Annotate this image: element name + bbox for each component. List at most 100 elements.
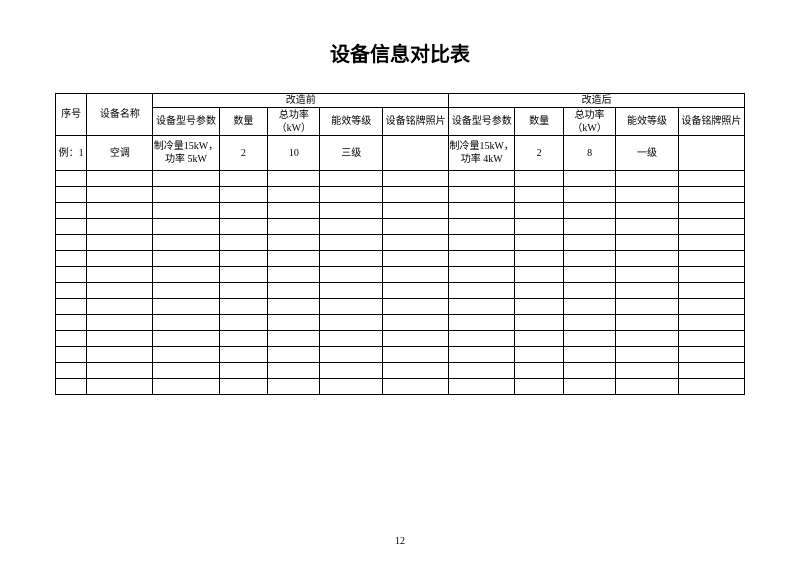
- header-row-2: 设备型号参数 数量 总功率（kW） 能效等级 设备铭牌照片 设备型号参数 数量 …: [56, 108, 745, 136]
- empty-cell: [515, 235, 564, 251]
- empty-cell: [56, 187, 87, 203]
- empty-cell: [563, 315, 615, 331]
- empty-cell: [87, 347, 153, 363]
- empty-cell: [678, 283, 744, 299]
- empty-cell: [678, 347, 744, 363]
- header-row-1: 序号 设备名称 改造前 改造后: [56, 94, 745, 108]
- empty-cell: [87, 251, 153, 267]
- empty-cell: [616, 363, 679, 379]
- cell-photo-after: [678, 136, 744, 171]
- empty-cell: [320, 251, 383, 267]
- col-power-after: 总功率（kW）: [563, 108, 615, 136]
- empty-cell: [320, 347, 383, 363]
- empty-cell: [153, 331, 219, 347]
- empty-cell: [87, 331, 153, 347]
- empty-cell: [153, 203, 219, 219]
- empty-cell: [219, 171, 268, 187]
- empty-cell: [56, 171, 87, 187]
- empty-cell: [219, 283, 268, 299]
- col-photo-after: 设备铭牌照片: [678, 108, 744, 136]
- empty-cell: [268, 203, 320, 219]
- empty-cell: [678, 171, 744, 187]
- empty-cell: [449, 315, 515, 331]
- empty-cell: [219, 331, 268, 347]
- empty-cell: [563, 347, 615, 363]
- table-row: [56, 379, 745, 395]
- empty-cell: [153, 299, 219, 315]
- empty-cell: [383, 283, 449, 299]
- empty-cell: [268, 331, 320, 347]
- empty-cell: [320, 315, 383, 331]
- empty-cell: [563, 187, 615, 203]
- comparison-table: 序号 设备名称 改造前 改造后 设备型号参数 数量 总功率（kW） 能效等级 设…: [55, 93, 745, 395]
- empty-cell: [616, 379, 679, 395]
- empty-cell: [320, 171, 383, 187]
- empty-cell: [383, 219, 449, 235]
- empty-cell: [616, 283, 679, 299]
- empty-cell: [678, 203, 744, 219]
- empty-cell: [383, 251, 449, 267]
- empty-cell: [56, 203, 87, 219]
- empty-cell: [268, 363, 320, 379]
- empty-cell: [449, 251, 515, 267]
- empty-cell: [56, 235, 87, 251]
- empty-cell: [153, 315, 219, 331]
- cell-spec-before: 制冷量15kW，功率 5kW: [153, 136, 219, 171]
- empty-cell: [56, 299, 87, 315]
- table-row: [56, 363, 745, 379]
- empty-cell: [678, 251, 744, 267]
- empty-cell: [87, 379, 153, 395]
- empty-cell: [678, 219, 744, 235]
- empty-cell: [678, 299, 744, 315]
- table-row: [56, 283, 745, 299]
- empty-cell: [563, 219, 615, 235]
- empty-cell: [515, 363, 564, 379]
- empty-cell: [268, 347, 320, 363]
- empty-cell: [153, 187, 219, 203]
- empty-cell: [563, 171, 615, 187]
- empty-cell: [87, 171, 153, 187]
- table-row: [56, 187, 745, 203]
- empty-cell: [383, 235, 449, 251]
- empty-cell: [616, 267, 679, 283]
- cell-eff-after: 一级: [616, 136, 679, 171]
- empty-cell: [219, 299, 268, 315]
- empty-cell: [219, 363, 268, 379]
- empty-cell: [219, 267, 268, 283]
- empty-cell: [268, 219, 320, 235]
- table-row: [56, 299, 745, 315]
- cell-power-after: 8: [563, 136, 615, 171]
- empty-cell: [383, 347, 449, 363]
- cell-qty-after: 2: [515, 136, 564, 171]
- page-title: 设备信息对比表: [55, 38, 745, 67]
- empty-cell: [515, 203, 564, 219]
- col-name: 设备名称: [87, 94, 153, 136]
- empty-cell: [515, 171, 564, 187]
- empty-cell: [383, 203, 449, 219]
- empty-cell: [320, 235, 383, 251]
- empty-cell: [449, 331, 515, 347]
- cell-power-before: 10: [268, 136, 320, 171]
- empty-cell: [383, 299, 449, 315]
- empty-cell: [563, 251, 615, 267]
- empty-cell: [153, 379, 219, 395]
- empty-cell: [515, 251, 564, 267]
- empty-cell: [320, 187, 383, 203]
- empty-cell: [678, 187, 744, 203]
- empty-cell: [616, 315, 679, 331]
- empty-cell: [515, 315, 564, 331]
- empty-cell: [515, 299, 564, 315]
- empty-cell: [56, 331, 87, 347]
- example-row: 例：1 空调 制冷量15kW，功率 5kW 2 10 三级 制冷量15kW，功率…: [56, 136, 745, 171]
- empty-cell: [87, 187, 153, 203]
- cell-eff-before: 三级: [320, 136, 383, 171]
- empty-cell: [616, 235, 679, 251]
- empty-cell: [87, 219, 153, 235]
- empty-cell: [616, 187, 679, 203]
- empty-cell: [268, 171, 320, 187]
- empty-cell: [320, 363, 383, 379]
- empty-cell: [449, 283, 515, 299]
- empty-cell: [153, 363, 219, 379]
- empty-cell: [87, 267, 153, 283]
- cell-qty-before: 2: [219, 136, 268, 171]
